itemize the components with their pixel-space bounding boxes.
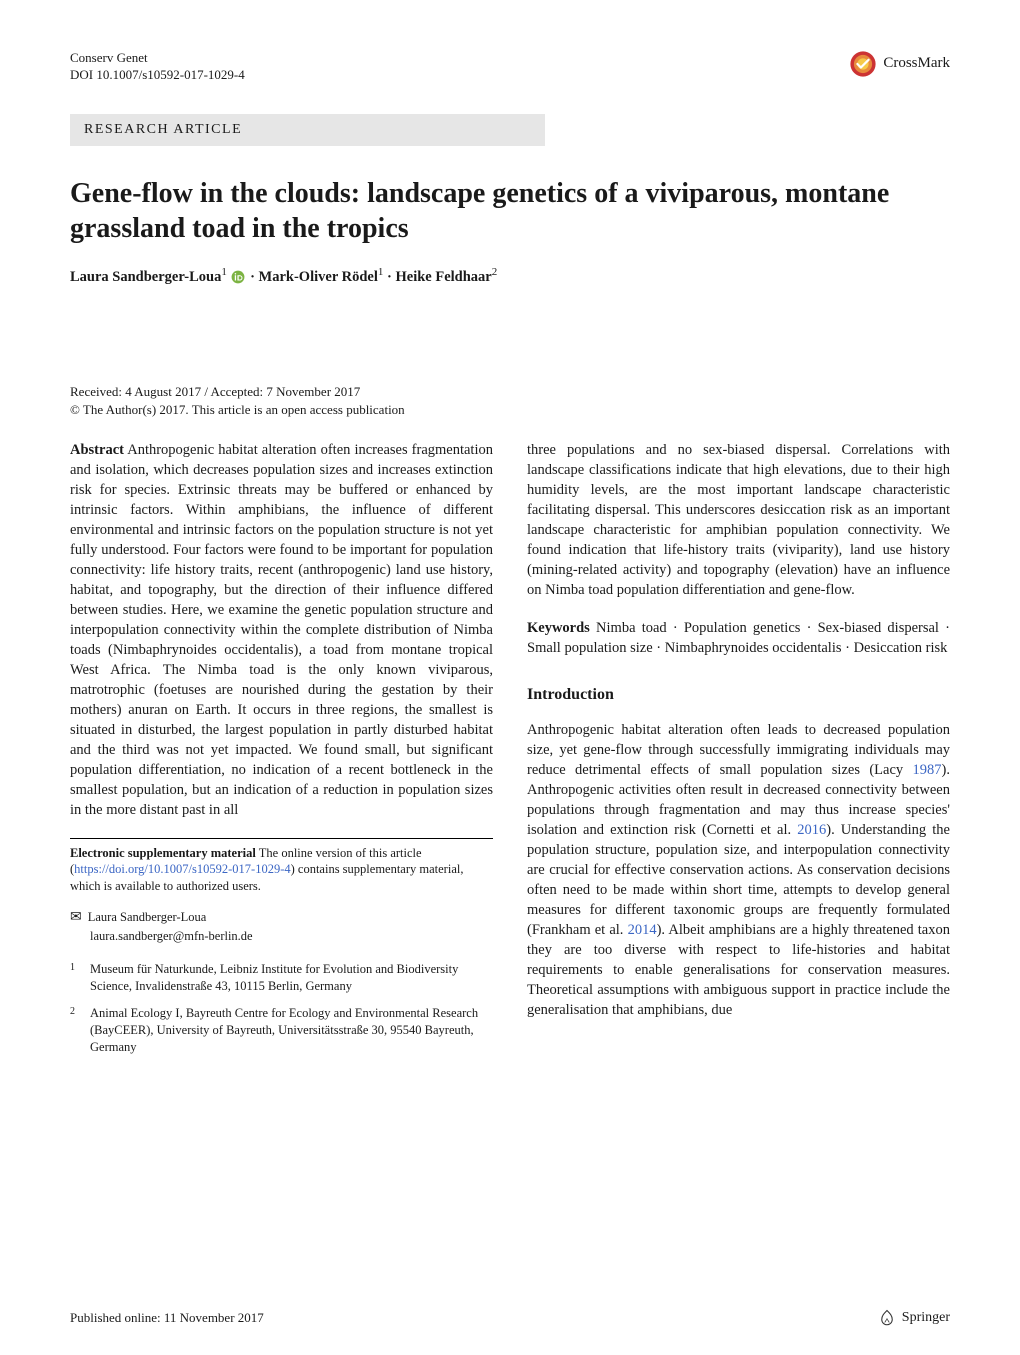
dates-line: Received: 4 August 2017 / Accepted: 7 No… — [70, 384, 950, 400]
author-sep-1: · — [250, 269, 258, 285]
page-header: Conserv Genet DOI 10.1007/s10592-017-102… — [70, 50, 950, 84]
body-columns: Abstract Anthropogenic habitat alteratio… — [70, 440, 950, 1066]
corresponding-email: laura.sandberger@mfn-berlin.de — [70, 928, 493, 945]
intro-ref-1[interactable]: 1987 — [913, 762, 942, 778]
abstract-right: three populations and no sex-biased disp… — [527, 440, 950, 600]
left-column: Abstract Anthropogenic habitat alteratio… — [70, 440, 493, 1066]
abstract-left-text: Anthropogenic habitat alteration often i… — [70, 442, 493, 818]
author-3: Heike Feldhaar — [395, 269, 491, 285]
affiliation-1-num: 1 — [70, 961, 80, 995]
author-1: Laura Sandberger-Loua — [70, 269, 221, 285]
affiliation-1: 1 Museum für Naturkunde, Leibniz Institu… — [70, 961, 493, 995]
publisher-badge: Springer — [878, 1309, 950, 1327]
article-title: Gene-flow in the clouds: landscape genet… — [70, 176, 950, 246]
envelope-icon: ✉ — [70, 910, 82, 925]
article-type-bar: RESEARCH ARTICLE — [70, 114, 545, 146]
crossmark-badge[interactable]: CrossMark — [849, 50, 950, 78]
author-3-affnum: 2 — [492, 266, 498, 278]
journal-meta: Conserv Genet DOI 10.1007/s10592-017-102… — [70, 50, 245, 84]
affiliations-block: 1 Museum für Naturkunde, Leibniz Institu… — [70, 961, 493, 1055]
intro-p3: ). Understanding the population structur… — [527, 822, 950, 938]
orcid-icon[interactable] — [231, 270, 245, 284]
intro-ref-2[interactable]: 2016 — [797, 822, 826, 838]
crossmark-icon — [849, 50, 877, 78]
supplementary-box: Electronic supplementary material The on… — [70, 838, 493, 896]
keywords-label: Keywords — [527, 620, 590, 636]
supplementary-link[interactable]: https://doi.org/10.1007/s10592-017-1029-… — [74, 862, 290, 876]
page-footer: Published online: 11 November 2017 Sprin… — [70, 1309, 950, 1327]
keywords-block: Keywords Nimba toad · Population genetic… — [527, 618, 950, 658]
journal-name: Conserv Genet — [70, 50, 245, 67]
springer-icon — [878, 1309, 896, 1327]
published-online: Published online: 11 November 2017 — [70, 1310, 264, 1326]
authors-line: Laura Sandberger-Loua1 · Mark-Oliver Röd… — [70, 266, 950, 286]
affiliation-2-text: Animal Ecology I, Bayreuth Centre for Ec… — [90, 1005, 493, 1056]
corresponding-name: Laura Sandberger-Loua — [88, 910, 207, 924]
affiliation-2: 2 Animal Ecology I, Bayreuth Centre for … — [70, 1005, 493, 1056]
affiliation-2-num: 2 — [70, 1005, 80, 1056]
copyright-line: © The Author(s) 2017. This article is an… — [70, 402, 950, 418]
crossmark-label: CrossMark — [883, 54, 950, 74]
abstract-left: Abstract Anthropogenic habitat alteratio… — [70, 440, 493, 820]
author-2-affnum: 1 — [378, 266, 384, 278]
author-1-affnum: 1 — [221, 266, 227, 278]
corresponding-author: ✉ Laura Sandberger-Loua laura.sandberger@… — [70, 909, 493, 945]
introduction-paragraph: Anthropogenic habitat alteration often l… — [527, 720, 950, 1020]
keywords-text: Nimba toad · Population genetics · Sex-b… — [527, 620, 950, 656]
doi-line: DOI 10.1007/s10592-017-1029-4 — [70, 67, 245, 84]
intro-p1: Anthropogenic habitat alteration often l… — [527, 722, 950, 778]
right-column: three populations and no sex-biased disp… — [527, 440, 950, 1066]
publisher-label: Springer — [902, 1310, 950, 1326]
author-2: Mark-Oliver Rödel — [259, 269, 378, 285]
introduction-heading: Introduction — [527, 684, 950, 706]
abstract-label: Abstract — [70, 442, 124, 458]
intro-ref-3[interactable]: 2014 — [628, 922, 657, 938]
affiliation-1-text: Museum für Naturkunde, Leibniz Institute… — [90, 961, 493, 995]
supplementary-title: Electronic supplementary material — [70, 846, 256, 860]
